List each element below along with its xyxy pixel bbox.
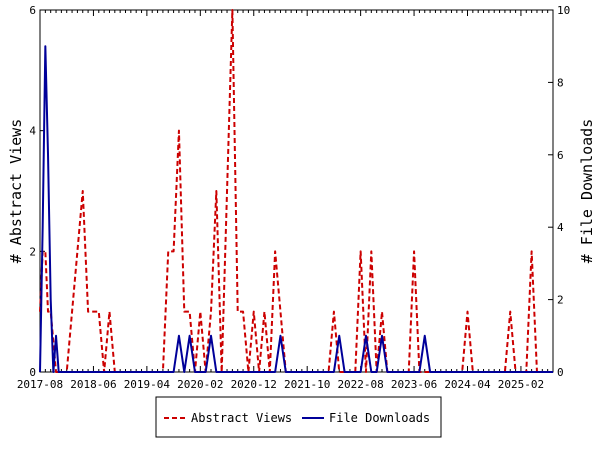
y-right-tick-label: 0 [557, 366, 564, 379]
legend: Abstract Views File Downloads [155, 396, 442, 438]
x-tick-label: 2024-04 [444, 378, 491, 391]
legend-box [155, 396, 442, 438]
y-right-tick-label: 4 [557, 221, 564, 234]
y-right-tick-label: 10 [557, 4, 570, 17]
plot-frame [39, 9, 554, 373]
y-axis-left: 0 2 4 6 [29, 4, 45, 379]
x-tick-label: 2022-08 [337, 378, 383, 391]
x-tick-label: 2018-06 [70, 378, 116, 391]
y-left-tick-label: 6 [29, 4, 36, 17]
series-line-abstract-views [39, 9, 538, 373]
x-tick-label: 2017-08 [17, 378, 63, 391]
y-right-tick-label: 2 [557, 294, 564, 307]
y-axis-left-label: # Abstract Views [7, 119, 25, 264]
y-axis-right-label: # File Downloads [578, 119, 596, 264]
y-right-tick-label: 8 [557, 76, 564, 89]
x-tick-label: 2020-02 [177, 378, 223, 391]
x-tick-label: 2021-10 [284, 378, 330, 391]
x-tick-label: 2019-04 [124, 378, 171, 391]
y-axis-right: 0 2 4 6 8 10 [548, 4, 570, 379]
y-right-tick-label: 6 [557, 149, 564, 162]
x-tick-label: 2020-12 [231, 378, 277, 391]
x-axis: 2017-08 2018-06 2019-04 2020-02 2020-12 2021-… [17, 10, 554, 391]
series-layer [39, 9, 553, 373]
plot-area [39, 9, 554, 373]
series-line-file-downloads [39, 45, 553, 373]
y-left-tick-label: 0 [29, 366, 36, 379]
legend-label-abstract-views: Abstract Views [191, 411, 292, 425]
x-tick-label: 2025-02 [498, 378, 544, 391]
y-left-tick-label: 4 [29, 125, 36, 138]
y-left-tick-label: 2 [29, 245, 36, 258]
legend-label-file-downloads: File Downloads [329, 411, 430, 425]
x-tick-label: 2023-06 [391, 378, 437, 391]
